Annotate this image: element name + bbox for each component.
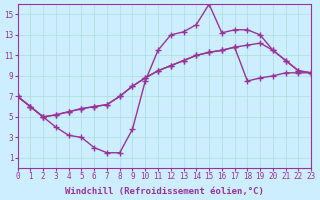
X-axis label: Windchill (Refroidissement éolien,°C): Windchill (Refroidissement éolien,°C) — [65, 187, 264, 196]
